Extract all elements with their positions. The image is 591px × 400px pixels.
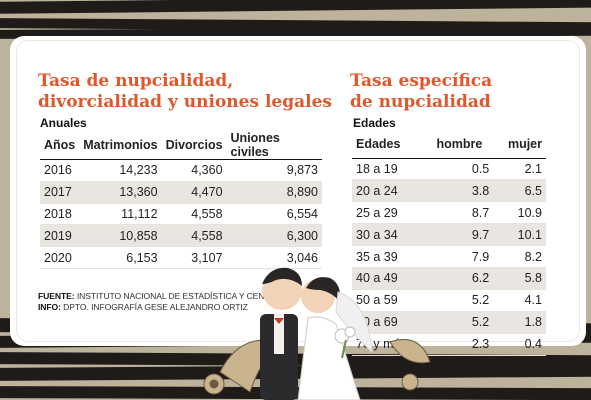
table-row: 50 a 59 5.2 4.1 [352, 289, 546, 312]
column-header: mujer [493, 131, 546, 159]
table-cell: 25 a 29 [352, 201, 426, 225]
left-title-line1: Tasa de nupcialidad, [38, 71, 234, 91]
table-row: 20 a 24 3.8 6.5 [352, 179, 546, 203]
info-line: INFO: DPTO. INFOGRAFÍA GESE ALEJANDRO OR… [38, 302, 248, 312]
right-title-line2: de nupcialidad [350, 92, 491, 112]
right-subtitle: Edades [353, 116, 396, 130]
table-cell: 3,046 [226, 246, 322, 269]
bride-figure [297, 277, 373, 400]
table-cell: 4,558 [161, 224, 227, 248]
table-cell: 6.2 [425, 267, 494, 290]
table-cell: 13,360 [79, 181, 162, 204]
column-header: Divorcios [161, 131, 227, 160]
info-value: DPTO. INFOGRAFÍA GESE ALEJANDRO ORTIZ [60, 302, 248, 312]
nupcialidad-table: Años Matrimonios Divorcios Uniones civil… [40, 131, 322, 269]
table-cell: 30 a 34 [352, 223, 426, 247]
table-header-row: Años Matrimonios Divorcios Uniones civil… [40, 131, 322, 160]
table-cell: 4,558 [161, 203, 227, 226]
table-cell: 5.2 [425, 311, 494, 334]
table-row: 2019 10,858 4,558 6,300 [40, 224, 322, 248]
left-title-line2: divorcialidad y uniones legales [38, 92, 332, 112]
table-cell: 2.3 [425, 333, 494, 356]
table-cell: 10.1 [493, 223, 546, 247]
column-header: Años [40, 131, 80, 160]
table-cell: 2016 [40, 159, 80, 182]
table-row: 2020 6,153 3,107 3,046 [40, 246, 322, 269]
table-cell: 7.9 [425, 245, 494, 268]
table-cell: 1.8 [493, 311, 546, 334]
table-cell: 11,112 [79, 203, 162, 226]
table-row: 25 a 29 8.7 10.9 [352, 201, 546, 225]
table-cell: 35 a 39 [352, 245, 426, 268]
table-header-row: Edades hombre mujer [352, 131, 546, 159]
info-label: INFO: [38, 302, 61, 312]
column-header: Edades [352, 131, 426, 159]
table-row: 30 a 34 9.7 10.1 [352, 223, 546, 247]
table-row: 2016 14,233 4,360 9,873 [40, 159, 322, 182]
source-line: FUENTE: INSTITUTO NACIONAL DE ESTADÍSTIC… [38, 291, 277, 301]
column-header: Uniones civiles [226, 131, 322, 160]
table-cell: 40 a 49 [352, 267, 426, 290]
source-value: INSTITUTO NACIONAL DE ESTADÍSTICA Y CENS… [74, 291, 277, 301]
table-cell: 2020 [40, 246, 80, 269]
table-row: 60 a 69 5.2 1.8 [352, 311, 546, 334]
table-cell: 6,153 [79, 246, 162, 269]
table-cell: 6,554 [226, 203, 322, 226]
table-cell: 3,107 [161, 246, 227, 269]
left-title: Tasa de nupcialidad, divorcialidad y uni… [38, 71, 338, 113]
table-cell: 2019 [40, 224, 80, 248]
table-cell: 4.1 [493, 289, 546, 312]
table-cell: 6.5 [493, 179, 546, 203]
table-cell: 10,858 [79, 224, 162, 248]
table-cell: 0.5 [425, 158, 494, 181]
table-row: 2018 11,112 4,558 6,554 [40, 203, 322, 226]
bouquet-icon [334, 326, 356, 359]
table-cell: 9,873 [226, 159, 322, 182]
left-subtitle: Anuales [40, 116, 87, 130]
bride-and-groom-illustration [203, 267, 431, 400]
column-header: hombre [425, 131, 494, 159]
table-cell: 0.4 [493, 333, 546, 356]
table-row: 2017 13,360 4,470 8,890 [40, 181, 322, 204]
table-cell: 8,890 [226, 181, 322, 204]
right-title: Tasa específica de nupcialidad [350, 71, 570, 113]
column-header: Matrimonios [79, 131, 162, 160]
table-cell: 2018 [40, 203, 80, 226]
table-cell: 2.1 [493, 158, 546, 181]
table-cell: 5.2 [425, 289, 494, 312]
table-cell: 3.8 [425, 179, 494, 203]
table-cell: 2017 [40, 181, 80, 204]
groom-figure [260, 267, 302, 400]
table-cell: 8.2 [493, 245, 546, 268]
table-row: 35 a 39 7.9 8.2 [352, 245, 546, 268]
table-cell: 20 a 24 [352, 179, 426, 203]
right-title-line1: Tasa específica [350, 71, 493, 91]
source-label: FUENTE: [38, 291, 75, 301]
table-cell: 14,233 [79, 159, 162, 182]
table-row: 40 a 49 6.2 5.8 [352, 267, 546, 290]
table-cell: 10.9 [493, 201, 546, 225]
table-cell: 8.7 [425, 201, 494, 225]
table-cell: 4,360 [161, 159, 227, 182]
table-cell: 4,470 [161, 181, 227, 204]
table-cell: 9.7 [425, 223, 494, 247]
table-cell: 6,300 [226, 224, 322, 248]
table-cell: 18 a 19 [352, 158, 426, 181]
table-cell: 50 a 59 [352, 289, 426, 312]
table-cell: 5.8 [493, 267, 546, 290]
table-row: 18 a 19 0.5 2.1 [352, 158, 546, 181]
